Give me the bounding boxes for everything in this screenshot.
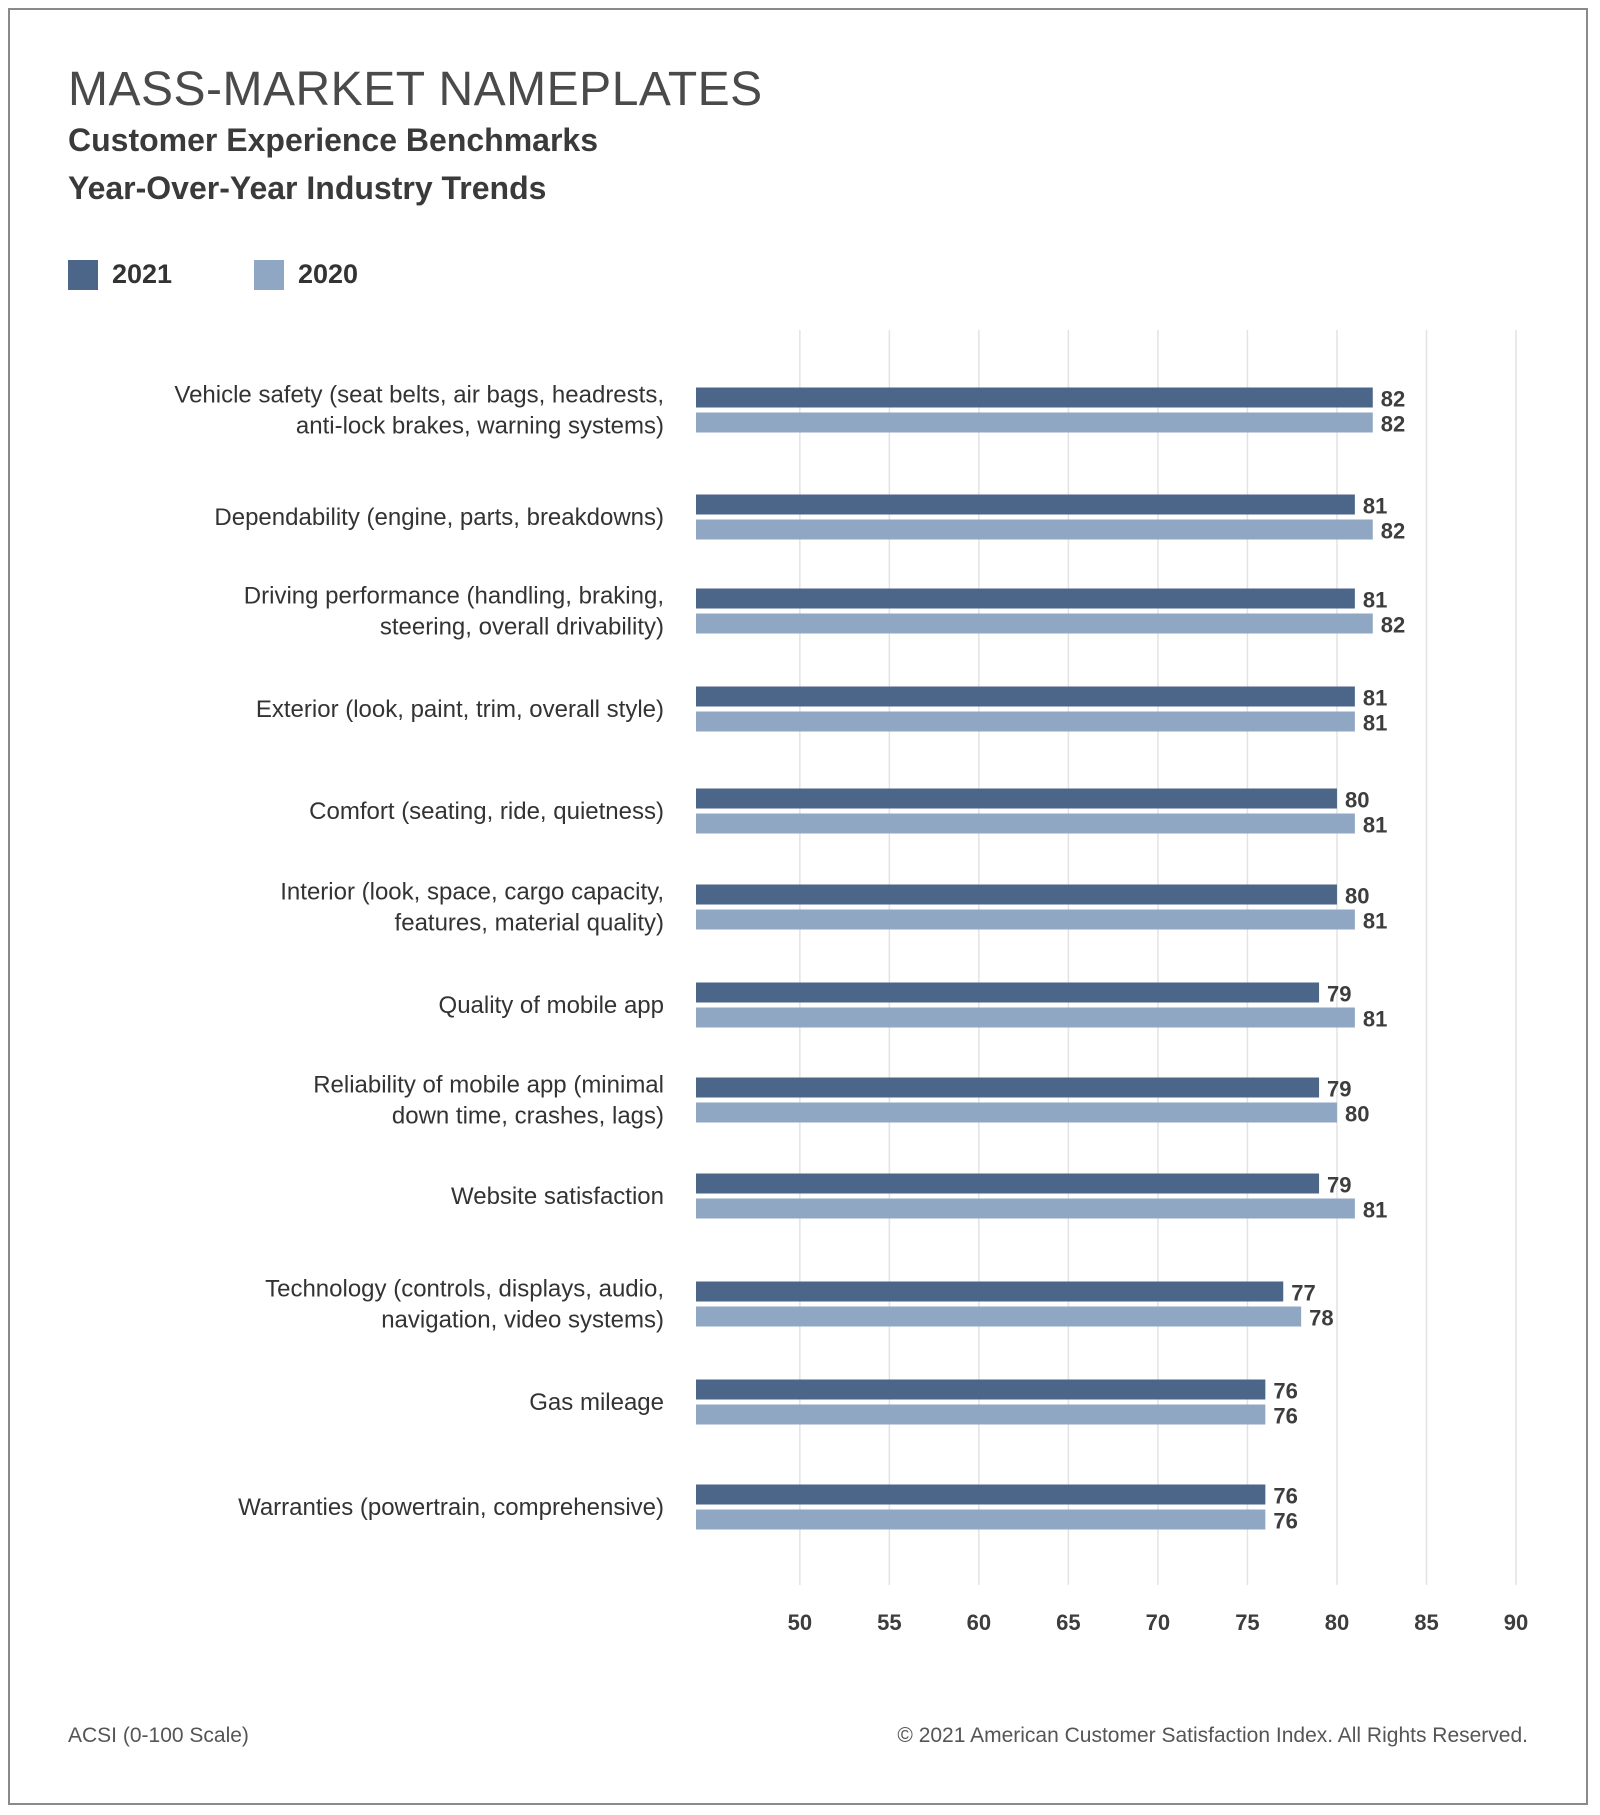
bar-2020-11 [696,1509,1266,1530]
category-label: Website satisfaction [451,1183,664,1210]
value-label-2020: 76 [1273,1404,1297,1429]
bar-2021-8 [696,1173,1320,1194]
bar-2020-2 [696,613,1373,634]
category-label: Comfort (seating, ride, quietness) [309,798,664,825]
value-label-2021: 82 [1381,387,1405,412]
scale-note: ACSI (0-100 Scale) [68,1724,249,1747]
legend-swatch-2021 [68,260,98,290]
category-label: Gas mileage [529,1389,664,1416]
value-label-2021: 76 [1273,1484,1297,1509]
value-label-2021: 81 [1363,686,1387,711]
bar-2020-3 [696,711,1355,732]
bar-2021-5 [696,884,1337,905]
value-label-2020: 81 [1363,1007,1387,1032]
value-label-2021: 77 [1291,1281,1315,1306]
category-label: Exterior (look, paint, trim, overall sty… [256,696,664,723]
category-label: Reliability of mobile app (minimal [313,1072,664,1099]
x-tick-label-85: 85 [1414,1610,1438,1635]
category-label: Interior (look, space, cargo capacity, [280,879,664,906]
category-label: Quality of mobile app [439,992,664,1019]
value-label-2020: 81 [1363,1198,1387,1223]
value-label-2020: 82 [1381,519,1405,544]
chart-subtitle-1: Customer Experience Benchmarks [68,122,598,158]
bar-2021-3 [696,686,1355,707]
category-label: navigation, video systems) [381,1307,664,1334]
value-label-2021: 79 [1327,982,1351,1007]
bar-2020-9 [696,1306,1302,1327]
bar-2021-0 [696,387,1373,408]
legend-swatch-2020 [254,260,284,290]
bar-2021-10 [696,1379,1266,1400]
value-label-2021: 80 [1345,884,1369,909]
x-tick-label-80: 80 [1325,1610,1349,1635]
bar-2021-4 [696,788,1337,809]
bar-2021-11 [696,1484,1266,1505]
x-tick-label-60: 60 [967,1610,991,1635]
x-tick-label-55: 55 [877,1610,901,1635]
x-tick-label-90: 90 [1504,1610,1528,1635]
bar-2020-1 [696,519,1373,540]
category-label: Technology (controls, displays, audio, [265,1276,664,1303]
bar-2020-8 [696,1198,1355,1219]
value-label-2020: 76 [1273,1509,1297,1534]
value-label-2021: 80 [1345,788,1369,813]
x-tick-label-75: 75 [1235,1610,1259,1635]
value-label-2021: 79 [1327,1077,1351,1102]
value-label-2020: 82 [1381,613,1405,638]
legend-label-2021: 2021 [112,259,173,289]
bar-2020-10 [696,1404,1266,1425]
chart-frame [8,8,1588,1805]
x-tick-label-50: 50 [788,1610,812,1635]
value-label-2020: 81 [1363,909,1387,934]
legend-label-2020: 2020 [298,259,359,289]
value-label-2020: 80 [1345,1102,1369,1127]
category-label: Dependability (engine, parts, breakdowns… [214,504,664,531]
value-label-2020: 82 [1381,412,1405,437]
category-label: anti-lock brakes, warning systems) [296,413,664,440]
bar-2020-0 [696,412,1373,433]
bar-2020-5 [696,909,1355,930]
chart-subtitle-2: Year-Over-Year Industry Trends [68,170,547,206]
bar-2021-6 [696,982,1320,1003]
bar-2020-4 [696,813,1355,834]
category-label: steering, overall drivability) [380,614,664,641]
value-label-2020: 78 [1309,1306,1333,1331]
bar-2021-9 [696,1281,1284,1302]
x-tick-label-70: 70 [1146,1610,1170,1635]
category-label: features, material quality) [395,910,664,937]
bar-2020-6 [696,1007,1355,1028]
value-label-2020: 81 [1363,813,1387,838]
category-label: Vehicle safety (seat belts, air bags, he… [174,382,664,409]
value-label-2021: 81 [1363,494,1387,519]
bar-2020-7 [696,1102,1337,1123]
chart-title: MASS-MARKET NAMEPLATES [68,63,763,116]
bar-2021-7 [696,1077,1320,1098]
bar-2021-1 [696,494,1355,515]
value-label-2021: 79 [1327,1173,1351,1198]
x-tick-label-65: 65 [1056,1610,1080,1635]
category-label: down time, crashes, lags) [392,1103,664,1130]
category-label: Driving performance (handling, braking, [244,583,664,610]
value-label-2021: 76 [1273,1379,1297,1404]
copyright-note: © 2021 American Customer Satisfaction In… [897,1724,1528,1747]
value-label-2020: 81 [1363,711,1387,736]
value-label-2021: 81 [1363,588,1387,613]
bar-2021-2 [696,588,1355,609]
category-label: Warranties (powertrain, comprehensive) [238,1494,664,1521]
